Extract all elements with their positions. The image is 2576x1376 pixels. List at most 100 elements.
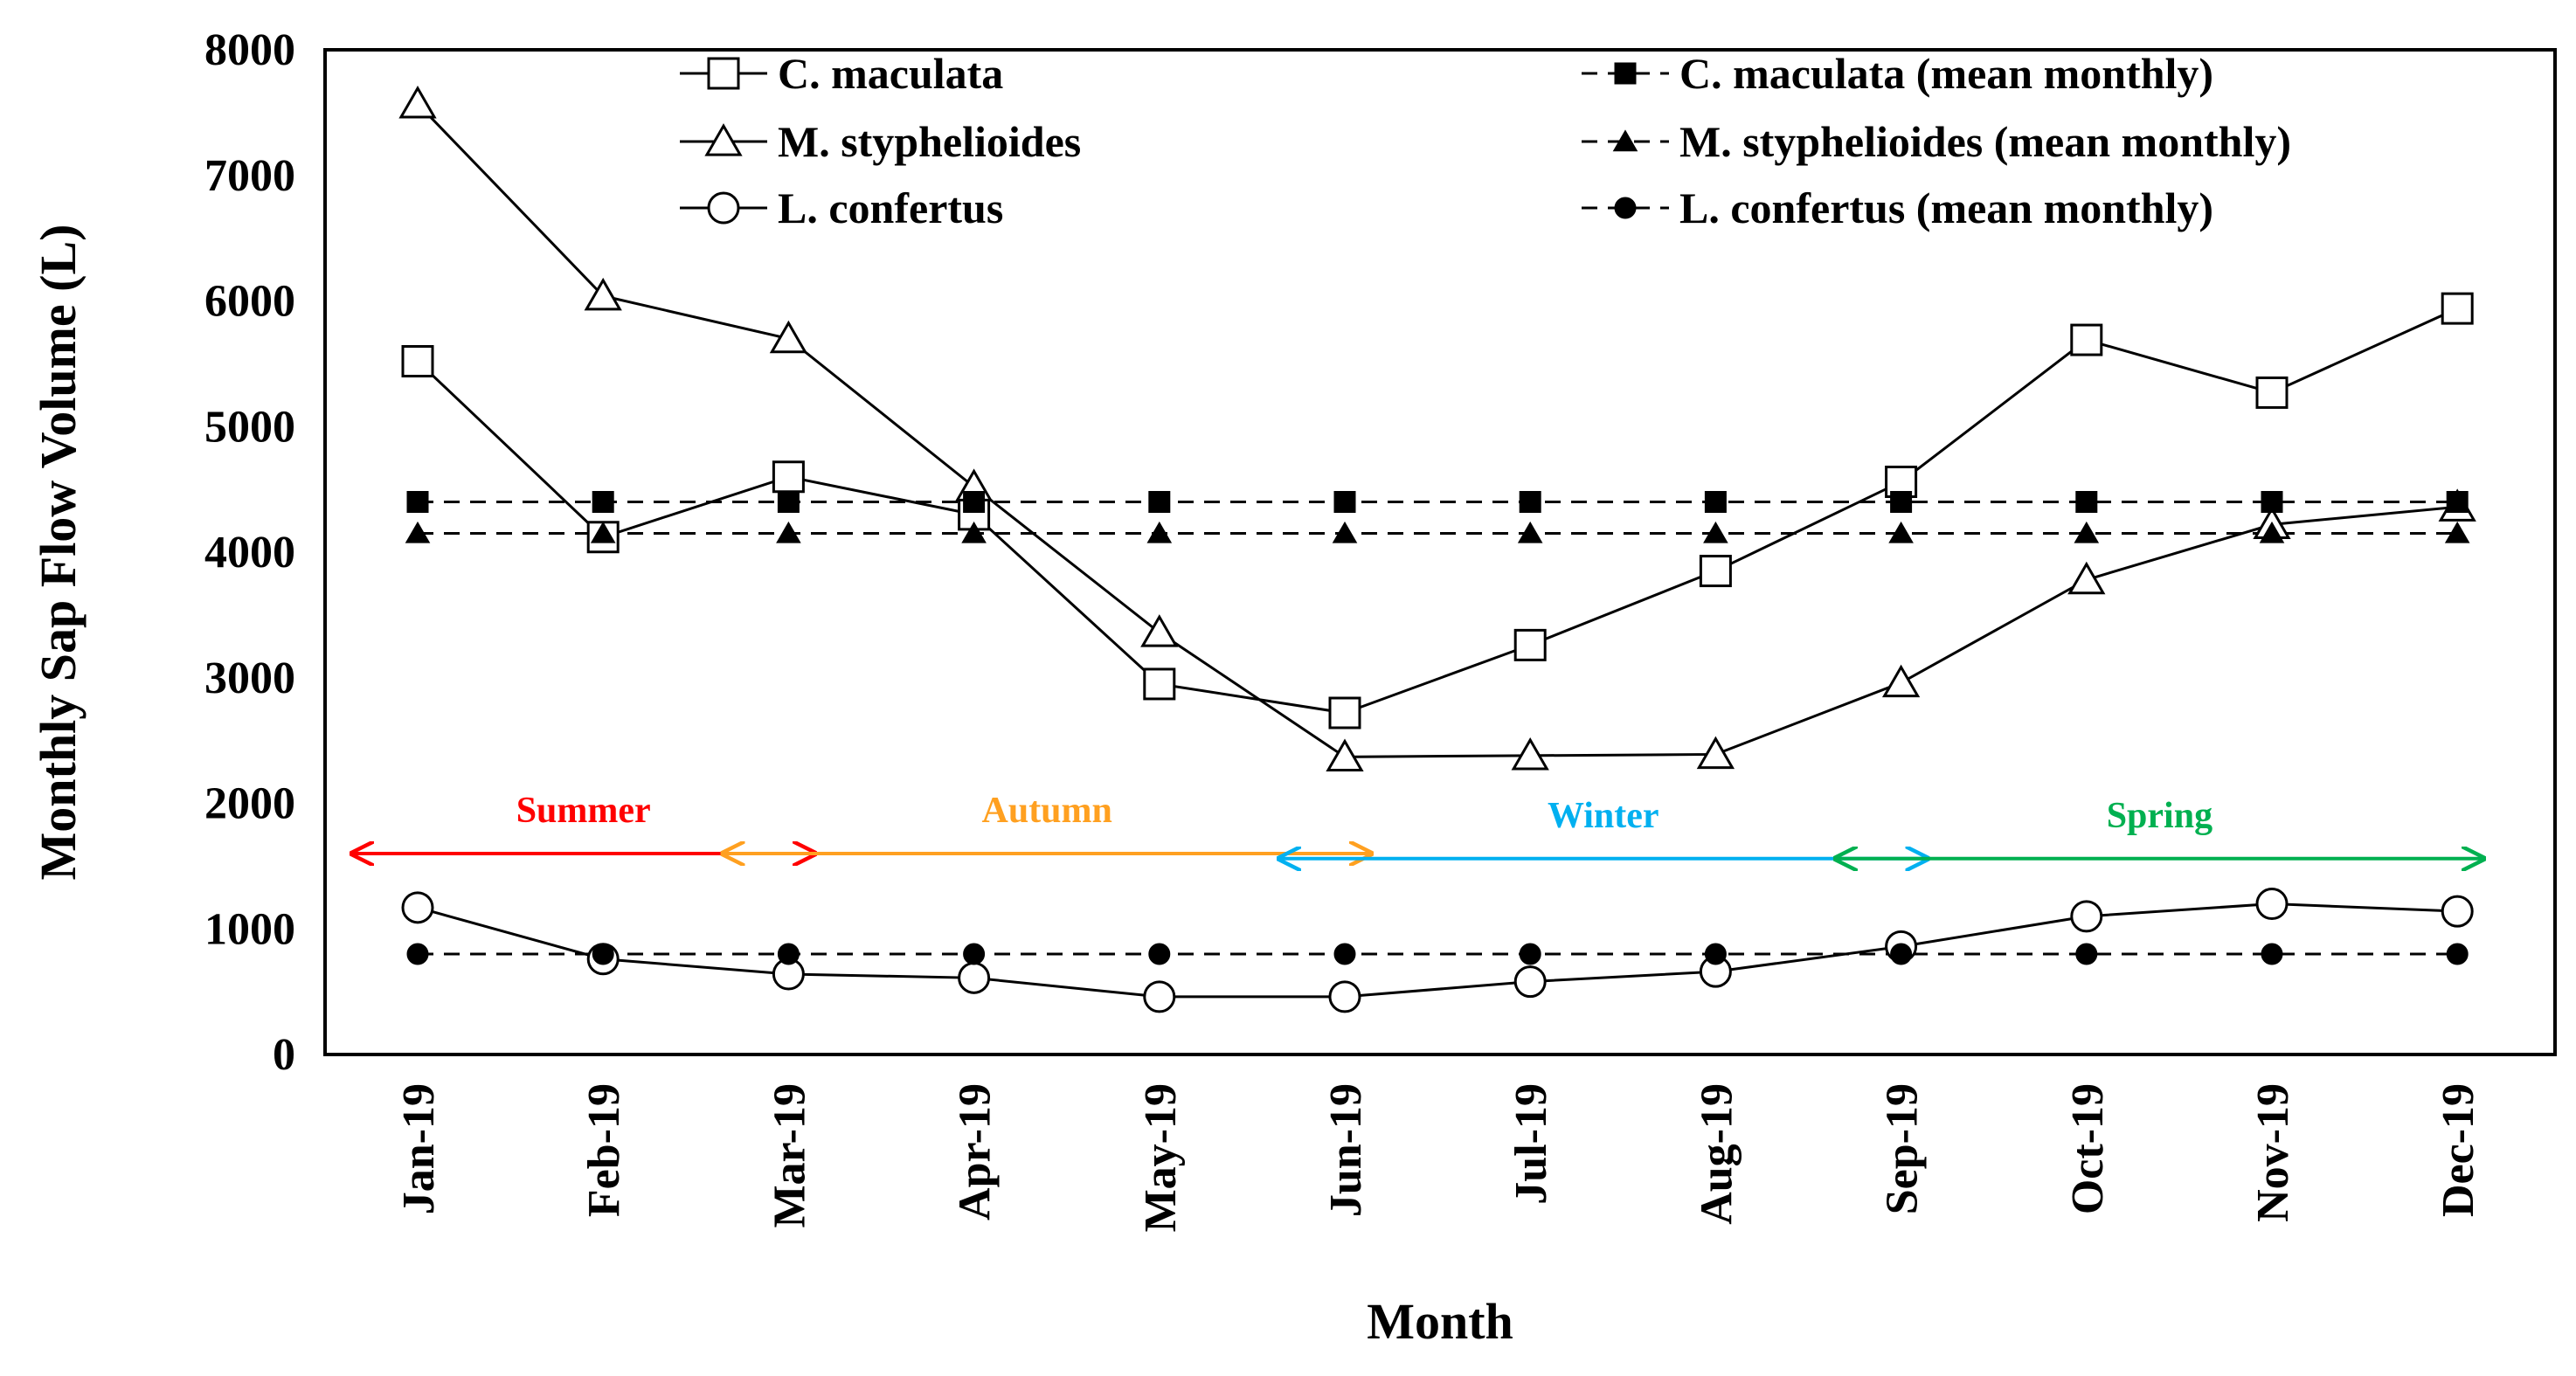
data-point (1513, 965, 1547, 999)
x-tick-label: Dec-19 (2434, 1083, 2483, 1217)
legend-marker (707, 57, 740, 90)
x-tick-label: Jul-19 (1506, 1083, 1556, 1205)
season-annotations: Summer Autumn Winter Spring (352, 791, 2483, 859)
data-point (2070, 900, 2103, 933)
data-point (958, 961, 991, 994)
data-point (1699, 555, 1732, 588)
data-point (1704, 491, 1727, 513)
data-point (406, 943, 429, 965)
data-point (592, 943, 614, 965)
data-point (1333, 491, 1356, 513)
x-tick-label: Sep-19 (1878, 1083, 1928, 1214)
x-tick-label: Jun-19 (1321, 1083, 1371, 1217)
y-axis-title: Monthly Sap Flow Volume (L) (30, 225, 87, 881)
legend-label: L. confertus (mean monthly) (1679, 183, 2213, 232)
data-point (1704, 943, 1727, 965)
data-point (777, 491, 800, 513)
data-point (2074, 521, 2100, 543)
data-point (406, 491, 429, 513)
y-tick-label: 7000 (204, 151, 295, 201)
data-point (1517, 521, 1543, 543)
data-point (1328, 980, 1361, 1013)
data-point (2075, 943, 2098, 965)
data-point (2446, 943, 2469, 965)
x-tick-label: Mar-19 (765, 1083, 814, 1228)
data-point (592, 491, 614, 513)
data-point (590, 521, 616, 543)
data-point (963, 943, 986, 965)
x-tick-label: Apr-19 (951, 1083, 1001, 1220)
data-point (2075, 491, 2098, 513)
data-point (1511, 737, 1549, 771)
series-lines (416, 102, 2458, 999)
data-point (2444, 521, 2470, 543)
plot-area-frame (323, 48, 2557, 1056)
data-point (2255, 888, 2289, 920)
data-point (1519, 943, 1541, 965)
x-axis-title: Month (1367, 1293, 1513, 1350)
legend-marker (1612, 129, 1638, 152)
y-tick-label: 8000 (204, 25, 295, 75)
y-tick-label: 2000 (204, 779, 295, 829)
data-point (1881, 664, 1921, 698)
data-point (1328, 696, 1361, 729)
data-point (584, 277, 622, 311)
data-point (398, 85, 437, 119)
data-point (1890, 943, 1913, 965)
y-axis-ticks: 0 1000 2000 3000 4000 5000 6000 7000 8000 (204, 25, 295, 1080)
series-markers (398, 85, 2476, 1013)
legend-marker (1614, 62, 1637, 85)
legend-label: M. styphelioides (778, 117, 1081, 166)
legend-marker (1614, 197, 1637, 219)
x-tick-label: Feb-19 (579, 1083, 629, 1217)
data-point (776, 521, 801, 543)
data-point (1146, 521, 1173, 543)
data-point (1703, 521, 1728, 543)
series-line (416, 307, 2458, 715)
data-point (2261, 943, 2283, 965)
data-point (2261, 491, 2283, 513)
data-point (963, 491, 986, 513)
data-point (1140, 614, 1179, 647)
data-point (1332, 521, 1358, 543)
data-point (1143, 980, 1176, 1013)
data-point (2446, 491, 2469, 513)
x-tick-label: Nov-19 (2248, 1083, 2298, 1222)
season-label-autumn: Autumn (982, 791, 1112, 831)
legend-label: C. maculata (778, 49, 1003, 98)
data-point (405, 521, 431, 543)
data-point (777, 943, 800, 965)
data-point (2070, 323, 2103, 356)
x-tick-label: May-19 (1136, 1083, 1186, 1232)
data-point (2255, 376, 2289, 409)
data-point (1326, 738, 1364, 771)
legend-marker (704, 123, 743, 156)
data-point (1148, 943, 1171, 965)
x-axis-ticks: Jan-19 Feb-19 Mar-19 Apr-19 May-19 Jun-19 Jul-… (394, 1083, 2483, 1232)
data-point (1885, 466, 1918, 498)
legend-marker (707, 191, 740, 225)
data-point (1143, 667, 1176, 701)
series-line (417, 902, 2458, 999)
legend-label: L. confertus (778, 183, 1003, 232)
data-point (1696, 736, 1735, 770)
data-point (401, 345, 434, 377)
data-point (2441, 292, 2474, 325)
season-label-winter: Winter (1548, 796, 1659, 836)
y-tick-label: 4000 (204, 528, 295, 577)
data-point (2259, 521, 2285, 543)
x-tick-label: Aug-19 (1692, 1083, 1742, 1225)
data-point (1333, 943, 1356, 965)
season-label-summer: Summer (516, 791, 651, 831)
y-tick-label: 6000 (204, 277, 295, 327)
data-point (961, 521, 987, 543)
data-point (401, 891, 434, 924)
data-point (1890, 491, 1913, 513)
data-point (1888, 521, 1914, 543)
data-point (1148, 491, 1171, 513)
x-tick-label: Oct-19 (2063, 1083, 2113, 1214)
data-point (2441, 895, 2474, 928)
legend-label: M. styphelioides (mean monthly) (1679, 117, 2291, 166)
legend: C. maculata M. styphelioides L. confertus C… (680, 49, 2291, 232)
